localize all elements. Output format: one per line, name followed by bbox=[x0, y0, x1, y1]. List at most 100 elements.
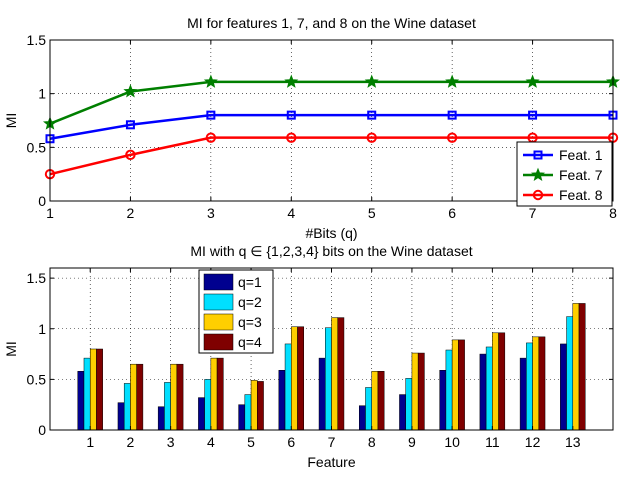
bar bbox=[244, 394, 252, 431]
bar bbox=[479, 353, 487, 431]
bar bbox=[77, 371, 85, 431]
legend-bar-swatch bbox=[203, 293, 234, 311]
data-point-circle bbox=[532, 189, 544, 201]
bar bbox=[371, 371, 379, 431]
bar bbox=[439, 370, 447, 431]
legend-bar-swatch bbox=[203, 273, 234, 291]
line-chart-y-tick-label: 0.5 bbox=[27, 139, 47, 155]
bar bbox=[458, 339, 465, 431]
line-chart-y-tick-label: 1 bbox=[38, 86, 46, 102]
line-legend-item-3: Feat. 8 bbox=[523, 187, 603, 203]
bar bbox=[257, 381, 264, 431]
bar-chart-x-label: Feature bbox=[307, 454, 355, 470]
line-series-line bbox=[49, 136, 613, 176]
data-point-circle bbox=[366, 132, 377, 143]
bar bbox=[572, 303, 580, 431]
bar bbox=[164, 382, 171, 431]
bar-chart-y-tick-label: 1 bbox=[38, 321, 46, 337]
data-point-circle bbox=[446, 132, 458, 143]
bar bbox=[136, 363, 144, 431]
line-legend-item-1: Feat. 1 bbox=[523, 147, 603, 163]
bar bbox=[284, 343, 292, 431]
bar-chart-y-tick-label: 1.5 bbox=[27, 270, 47, 286]
data-point-star bbox=[525, 74, 540, 88]
bar bbox=[117, 402, 125, 431]
data-point-star bbox=[123, 84, 138, 98]
bar bbox=[526, 342, 533, 431]
bar bbox=[519, 357, 527, 431]
bar-legend-label: q=2 bbox=[238, 294, 262, 310]
bar-chart-x-tick-label: 13 bbox=[565, 434, 581, 450]
bar bbox=[278, 370, 286, 431]
data-point-square bbox=[528, 110, 538, 120]
line-chart-y-label: MI bbox=[3, 113, 19, 129]
data-point-circle bbox=[125, 149, 136, 161]
bar bbox=[498, 332, 506, 431]
bar bbox=[210, 357, 218, 431]
line-chart-x-tick-label: 1 bbox=[46, 205, 54, 221]
line-chart-x-tick-label: 2 bbox=[127, 205, 135, 221]
bar bbox=[123, 383, 131, 431]
bar bbox=[238, 404, 246, 431]
bar-legend-label: q=4 bbox=[238, 334, 262, 350]
line-series-line bbox=[49, 113, 613, 140]
bar bbox=[83, 357, 91, 431]
line-series-1 bbox=[45, 110, 618, 144]
bar-series-3 bbox=[89, 303, 580, 431]
bar-legend-item-4: q=4 bbox=[203, 333, 262, 351]
bar-chart-x-tick-label: 2 bbox=[127, 434, 135, 450]
bar-legend-item-2: q=2 bbox=[203, 293, 262, 311]
bar-series-4 bbox=[96, 303, 586, 431]
bar-chart-title: MI with q ∈ {1,2,3,4} bits on the Wine d… bbox=[190, 243, 472, 259]
bar bbox=[492, 332, 499, 431]
bar-chart-y-tick-label: 0 bbox=[38, 422, 46, 438]
bar-chart-y-tick-label: 0.5 bbox=[27, 371, 47, 387]
data-point-star bbox=[445, 74, 460, 88]
bar bbox=[337, 317, 345, 431]
bar bbox=[377, 371, 385, 431]
bar bbox=[411, 352, 419, 431]
bar bbox=[96, 348, 103, 431]
line-chart-legend: Feat. 1 Feat. 7 Feat. 8 bbox=[516, 141, 613, 207]
data-point-square bbox=[367, 110, 377, 120]
legend-bar-swatch bbox=[203, 313, 234, 331]
line-series-line bbox=[49, 80, 613, 125]
legend-bar-swatch bbox=[203, 333, 234, 351]
line-chart: 1 2 3 4 5 6 7 8 0 0.5 1 1.5 MI for features 1, 7, an… bbox=[3, 15, 621, 241]
line-legend-item-2: Feat. 7 bbox=[523, 167, 603, 183]
bar-legend-item-1: q=1 bbox=[203, 273, 262, 291]
line-chart-x-tick-label: 3 bbox=[207, 205, 215, 221]
line-legend-label: Feat. 8 bbox=[559, 187, 603, 203]
bar-chart-x-tick-label: 8 bbox=[368, 434, 376, 450]
bar bbox=[170, 363, 178, 431]
bar bbox=[532, 336, 540, 431]
data-point-square bbox=[286, 110, 296, 120]
bar-chart-x-tick-label: 9 bbox=[408, 434, 416, 450]
bar bbox=[331, 317, 338, 431]
bar bbox=[560, 343, 567, 431]
data-point-square bbox=[206, 110, 216, 120]
line-chart-y-tick-label: 1.5 bbox=[27, 32, 47, 48]
line-chart-x-tick-label: 6 bbox=[448, 205, 456, 221]
bar bbox=[405, 378, 413, 431]
line-chart-y-tick-label: 0 bbox=[38, 193, 46, 209]
bar-legend-label: q=3 bbox=[238, 314, 262, 330]
data-point-star bbox=[284, 74, 299, 88]
bar bbox=[417, 352, 425, 431]
bar bbox=[325, 327, 332, 431]
bar-chart-x-tick-label: 11 bbox=[485, 434, 500, 450]
line-chart-x-label: #Bits (q) bbox=[305, 225, 357, 241]
bar bbox=[318, 357, 326, 431]
bar bbox=[176, 363, 184, 431]
line-chart-frame bbox=[49, 39, 614, 202]
bar-chart-x-tick-label: 3 bbox=[167, 434, 175, 450]
bar bbox=[578, 303, 586, 431]
bar bbox=[157, 406, 165, 431]
line-series-3 bbox=[44, 132, 619, 180]
bar-chart-x-tick-label: 12 bbox=[525, 434, 541, 450]
data-point-circle bbox=[205, 132, 217, 143]
bar bbox=[216, 357, 224, 431]
bar bbox=[485, 346, 493, 431]
